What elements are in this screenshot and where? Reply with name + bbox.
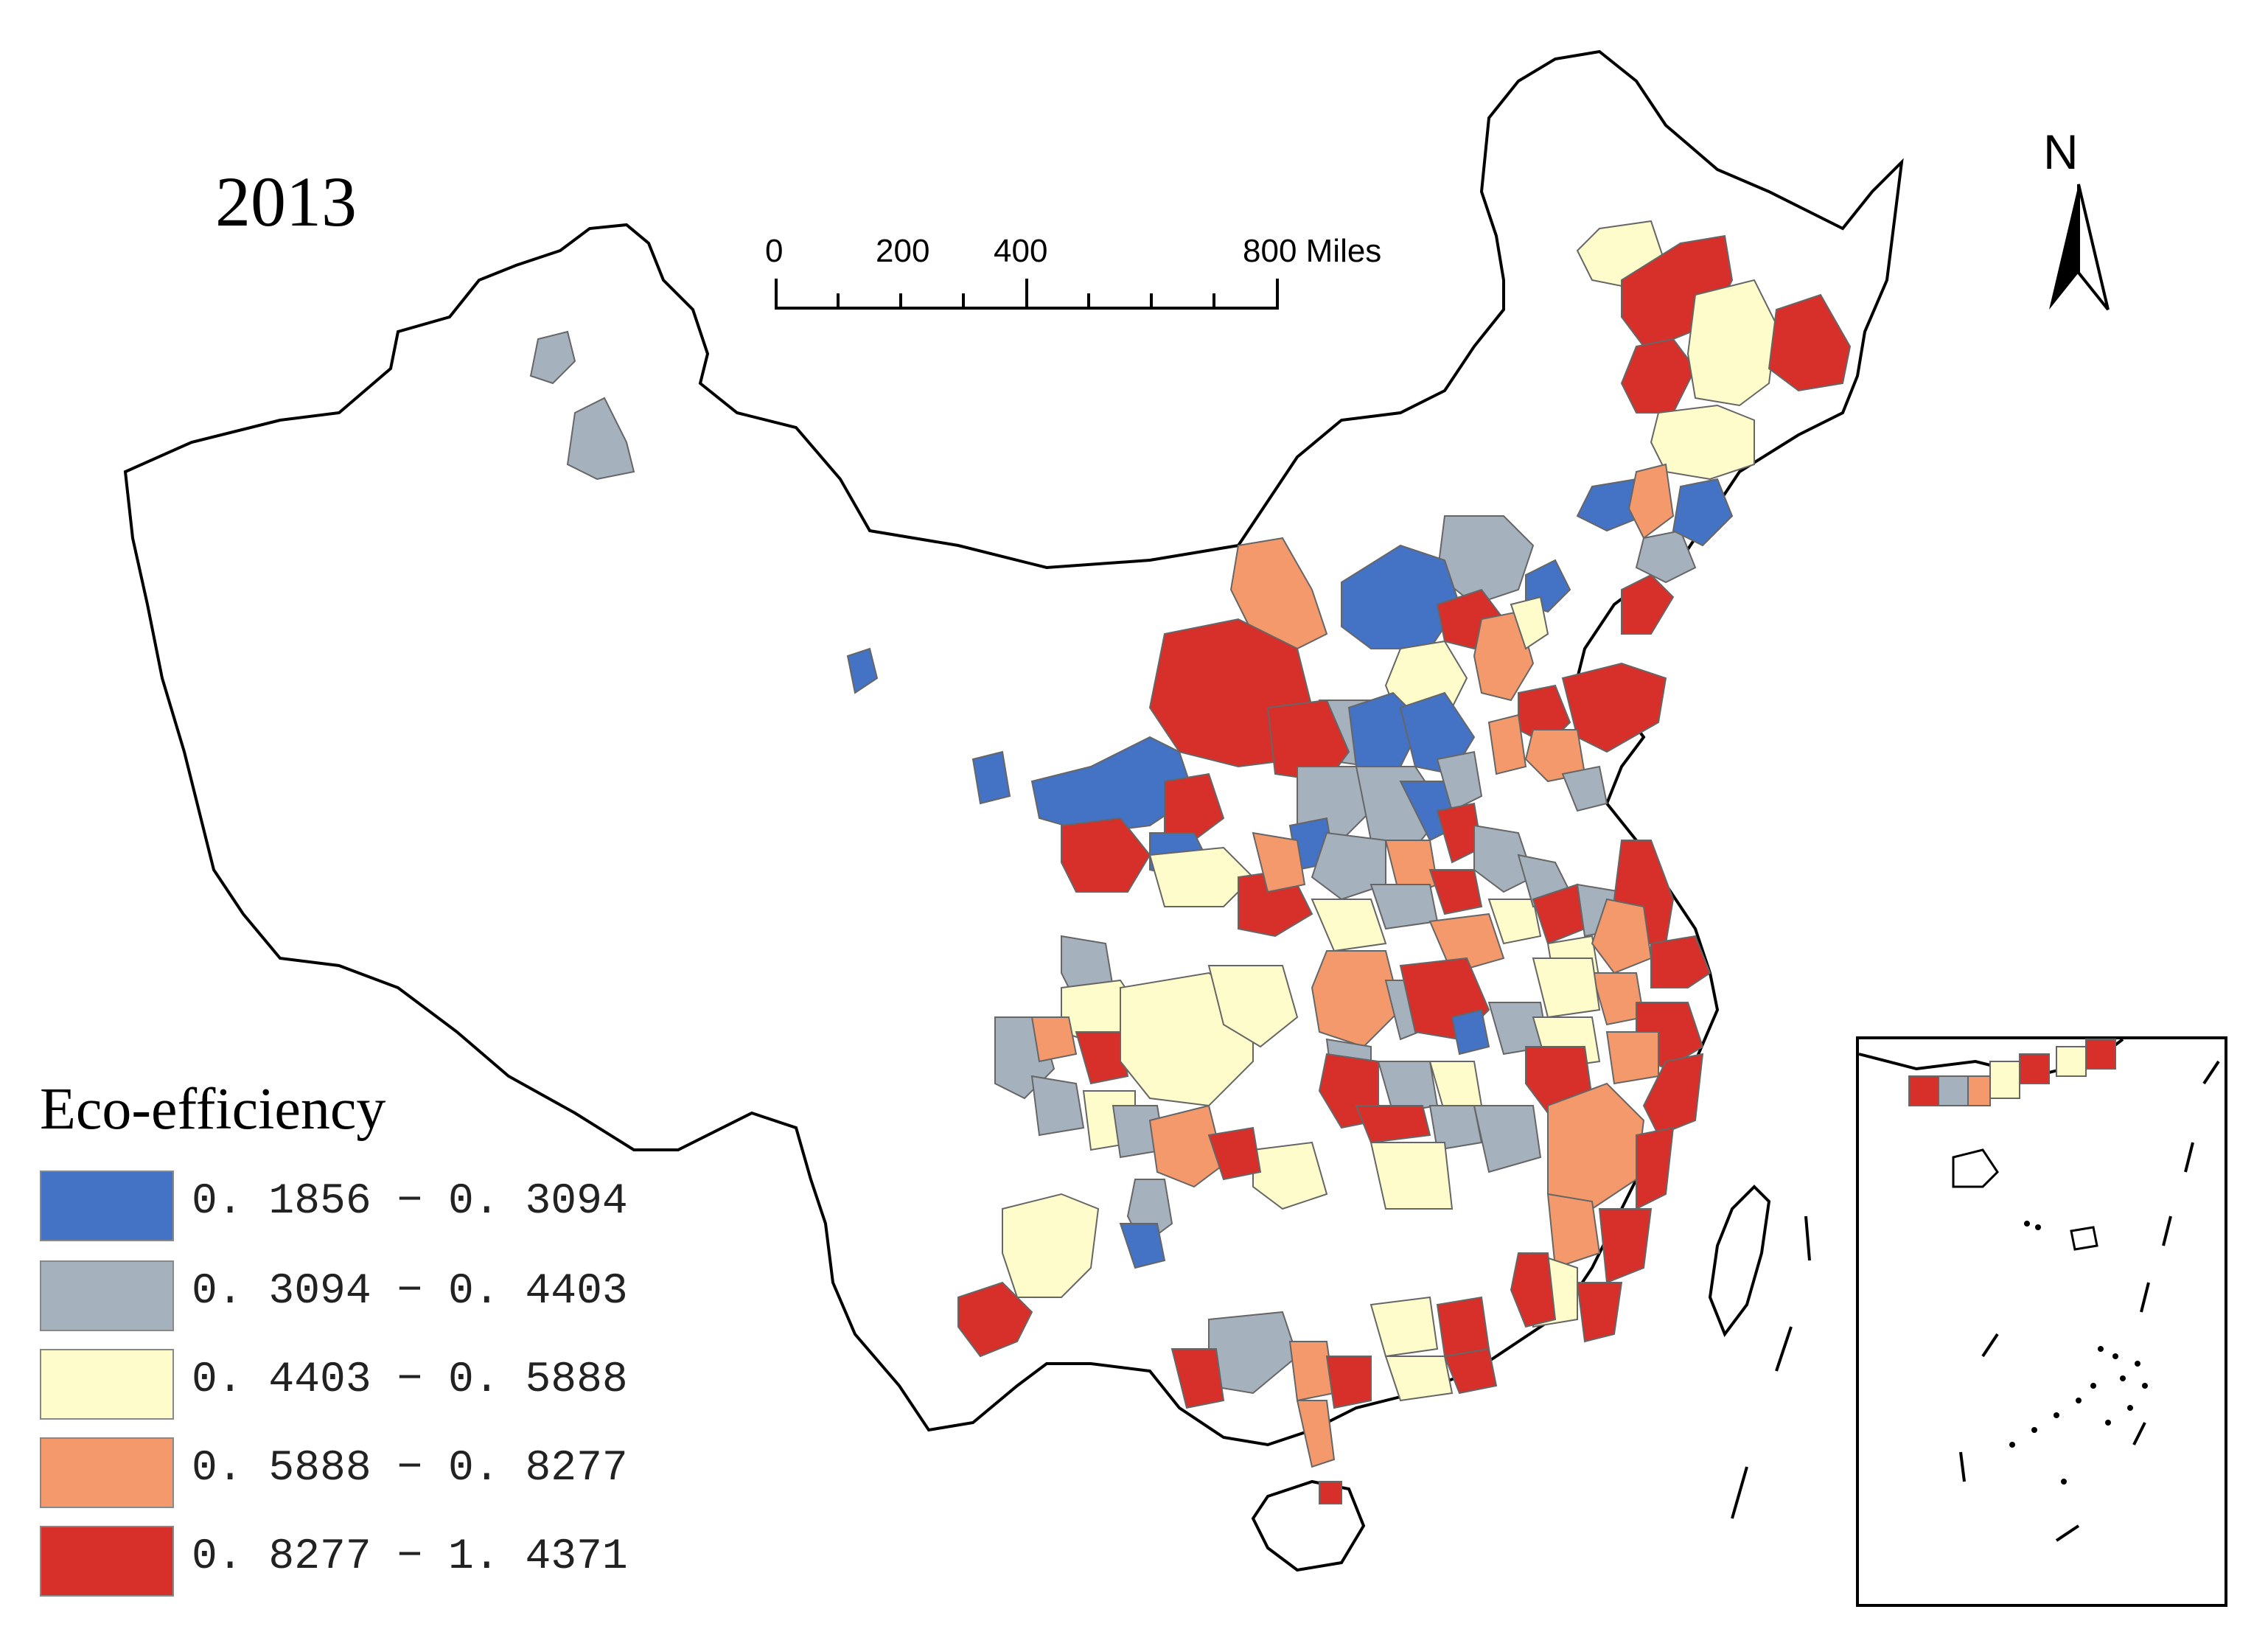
region — [1428, 1105, 1483, 1151]
region — [1473, 1105, 1542, 1173]
north-arrow-icon — [2049, 184, 2110, 311]
legend-item: 0. 1856 − 0. 3094 — [40, 1171, 628, 1241]
legend-label: 0. 3094 − 0. 4403 — [192, 1268, 628, 1316]
region — [1355, 1105, 1431, 1144]
region — [1650, 935, 1712, 988]
hainan-island — [1251, 1479, 1366, 1572]
scale-bar — [775, 279, 1279, 310]
region — [1621, 573, 1675, 635]
region — [1369, 1142, 1454, 1210]
legend-label: 0. 8277 − 1. 4371 — [192, 1533, 628, 1581]
region — [1510, 596, 1549, 650]
region — [1627, 463, 1675, 540]
region — [1561, 765, 1608, 812]
region — [1148, 1104, 1225, 1188]
region — [1384, 1356, 1454, 1402]
region — [1207, 1126, 1262, 1181]
region — [1436, 1296, 1490, 1358]
region — [1369, 1296, 1439, 1358]
region — [1207, 965, 1299, 1048]
region — [1487, 714, 1527, 775]
region — [1473, 824, 1535, 893]
north-label: N — [2043, 125, 2079, 179]
region — [1686, 279, 1778, 407]
region — [566, 397, 635, 481]
region — [1311, 899, 1387, 952]
legend-label: 0. 4403 − 0. 5888 — [192, 1356, 628, 1404]
legend-item: 0. 4403 − 0. 5888 — [40, 1349, 628, 1420]
region — [1252, 1141, 1328, 1210]
region — [1311, 831, 1386, 901]
region — [1487, 899, 1542, 945]
scale-label-0: 0 — [765, 233, 784, 269]
region — [1288, 1341, 1336, 1402]
legend-swatch — [40, 1437, 174, 1508]
legend-item: 0. 3094 − 0. 4403 — [40, 1260, 628, 1331]
region — [1451, 1008, 1490, 1056]
region — [1576, 478, 1645, 532]
region — [1436, 750, 1483, 812]
region — [1605, 1031, 1659, 1085]
region — [1319, 1481, 1342, 1504]
region — [1672, 478, 1734, 547]
south-china-sea-inset — [1856, 1036, 2227, 1607]
region — [1510, 1252, 1557, 1328]
legend-swatch — [40, 1349, 174, 1420]
region-fills — [529, 220, 1852, 1504]
region — [1252, 831, 1306, 893]
scale-label-800-miles: 800 Miles — [1243, 233, 1382, 269]
region — [1636, 1126, 1675, 1210]
legend-swatch — [40, 1526, 174, 1597]
region — [971, 750, 1011, 805]
region — [1030, 1075, 1085, 1137]
region — [1576, 1282, 1623, 1343]
region — [529, 330, 576, 385]
region — [1443, 1347, 1498, 1395]
region — [1532, 957, 1601, 1019]
legend-label: 0. 1856 − 0. 3094 — [192, 1178, 628, 1226]
region — [846, 647, 879, 694]
region — [1546, 1193, 1601, 1269]
region — [1002, 1193, 1100, 1298]
legend-swatch — [40, 1171, 174, 1241]
region — [1229, 537, 1328, 650]
legend-item: 0. 5888 − 0. 8277 — [40, 1437, 628, 1508]
region — [1061, 817, 1151, 893]
region — [957, 1281, 1033, 1358]
region — [1119, 1223, 1166, 1269]
scale-label-400: 400 — [994, 233, 1048, 269]
region — [1428, 913, 1505, 974]
region — [1591, 898, 1653, 974]
region — [1164, 772, 1225, 842]
legend-title: Eco-efficiency — [40, 1077, 386, 1142]
legend-swatch — [40, 1260, 174, 1331]
region — [1325, 1356, 1372, 1409]
region — [1642, 1053, 1704, 1137]
region — [1768, 293, 1852, 392]
region — [1170, 1348, 1225, 1409]
region — [1296, 1400, 1336, 1468]
taiwan-island — [1708, 1185, 1771, 1338]
region — [1428, 869, 1483, 915]
legend-item: 0. 8277 − 1. 4371 — [40, 1526, 628, 1597]
region — [1650, 404, 1755, 481]
scale-label-200: 200 — [876, 233, 930, 269]
boundary-lines — [1731, 1215, 1811, 1519]
region — [1030, 1016, 1078, 1063]
region — [1075, 1031, 1129, 1085]
map-year-title: 2013 — [215, 162, 357, 241]
legend-label: 0. 5888 − 0. 8277 — [192, 1445, 628, 1493]
region — [1598, 1208, 1653, 1284]
